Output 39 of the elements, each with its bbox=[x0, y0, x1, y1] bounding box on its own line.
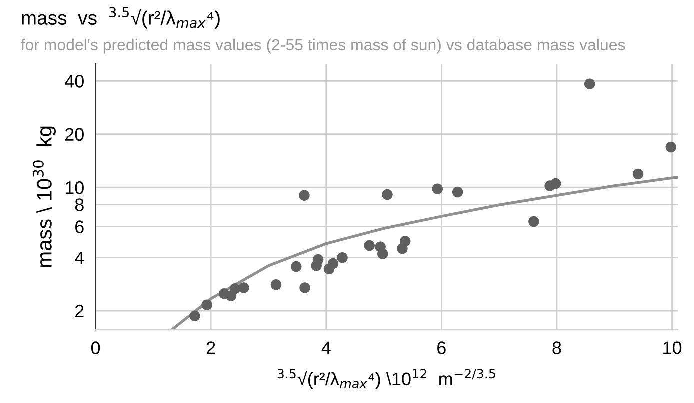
point bbox=[238, 282, 250, 294]
chart-title: mass vs $^{3.5}$√(r²/λ$_{max}$⁴) bbox=[22, 7, 220, 29]
point bbox=[312, 254, 324, 266]
point bbox=[382, 189, 393, 200]
point bbox=[328, 258, 339, 270]
point bbox=[452, 186, 464, 198]
point bbox=[632, 168, 644, 180]
point bbox=[400, 236, 411, 247]
point bbox=[377, 248, 388, 260]
y-tick-label: 8 bbox=[75, 198, 84, 212]
x-tick-label: 10 bbox=[664, 342, 682, 354]
x-tick-label: 8 bbox=[552, 342, 562, 354]
point bbox=[270, 280, 282, 290]
chart-subtitle: for model's predicted mass values (2-55 times mass of sun) vs database mass values bbox=[21, 38, 626, 54]
line-series bbox=[170, 176, 678, 330]
point bbox=[190, 310, 200, 322]
point bbox=[299, 190, 310, 201]
y-tick-label: 40 bbox=[64, 75, 84, 88]
point bbox=[364, 240, 375, 252]
x-tick-label: 4 bbox=[322, 342, 331, 354]
point bbox=[528, 216, 540, 228]
y-tick-label: 20 bbox=[65, 128, 84, 142]
point bbox=[337, 252, 348, 264]
y-tick-label: 10 bbox=[66, 181, 84, 194]
y-tick-label: 4 bbox=[75, 252, 84, 264]
point bbox=[666, 142, 676, 153]
point bbox=[584, 78, 596, 90]
x-tick-label: 6 bbox=[438, 342, 446, 354]
y-tick-label: 6 bbox=[76, 220, 84, 234]
point bbox=[291, 261, 302, 272]
point bbox=[300, 282, 310, 294]
point bbox=[432, 184, 444, 194]
x-axis-title: $^{3.5}$√(r²/λ$_{max}$⁴) \10$^{12}$ m$^{−2/3.5}$ bbox=[278, 369, 496, 390]
point bbox=[550, 178, 562, 190]
x-tick-label: 0 bbox=[91, 342, 100, 354]
y-axis-title: mass \ 10$^{30}$ kg bbox=[32, 126, 56, 268]
point bbox=[202, 300, 212, 310]
x-tick-label: 2 bbox=[206, 342, 216, 354]
y-tick-label: 2 bbox=[76, 304, 84, 318]
